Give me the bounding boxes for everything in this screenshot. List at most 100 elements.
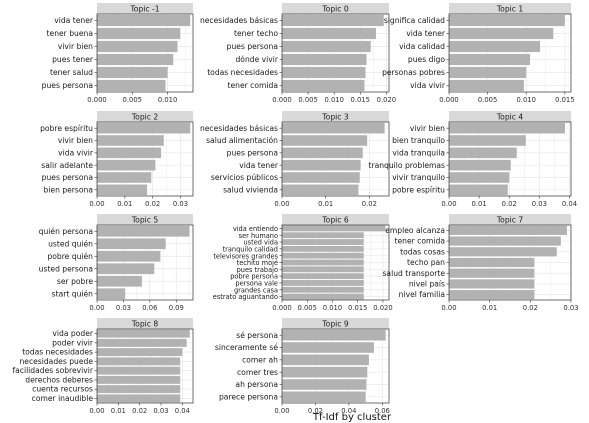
bar: [449, 184, 508, 196]
category-label: pues persona: [42, 173, 93, 182]
facet-strip: [97, 3, 193, 14]
x-tick-label: 0.00: [89, 200, 104, 208]
x-tick-label: 0.02: [132, 407, 147, 415]
bar: [449, 159, 511, 171]
bar: [282, 66, 366, 79]
panel-border: [96, 121, 194, 197]
bar: [282, 239, 364, 245]
category-label: vida tener: [239, 161, 279, 170]
bar: [282, 259, 364, 266]
panel-background: [449, 122, 571, 196]
category-label: vida calidad: [399, 42, 445, 51]
category-label: empleo alcanza: [385, 226, 445, 235]
x-tick-label: 0.005: [123, 96, 142, 104]
bar: [97, 79, 166, 92]
facet-panel: Topic 9 sé persona sinceramente sé comer ah…: [215, 318, 390, 415]
bar: [97, 40, 178, 53]
category-label: vida entiendo: [233, 225, 278, 233]
category-label: vida tener: [406, 29, 446, 38]
facet-strip: [282, 214, 389, 225]
x-tick-label: 0.01: [111, 407, 126, 415]
category-label: techito mojé: [237, 259, 278, 267]
category-label: parece persona: [219, 392, 278, 401]
category-label: tener salud: [50, 68, 93, 77]
facet-title: Topic 6: [321, 215, 349, 224]
category-label: salir adelante: [41, 161, 93, 170]
x-tick-label: 0.03: [563, 304, 578, 312]
facet-strip: [282, 111, 389, 122]
bar: [449, 66, 527, 79]
category-label: vivir bien: [58, 136, 93, 145]
x-tick-label: 0.010: [516, 96, 535, 104]
category-label: estrato aguantando: [213, 293, 278, 301]
category-label: comer tres: [237, 368, 278, 377]
bar: [282, 27, 376, 40]
x-tick-label: 0.015: [351, 96, 370, 104]
x-tick-label: 0.03: [116, 304, 131, 312]
bar: [282, 135, 368, 146]
x-tick-label: 0.00: [89, 304, 104, 312]
x-tick-label: 0.000: [272, 96, 291, 104]
category-label: ser humano: [239, 232, 278, 240]
bar: [97, 275, 142, 287]
bar: [97, 357, 181, 366]
bar: [97, 147, 161, 159]
bar: [282, 159, 361, 171]
x-tick-label: 0.03: [153, 407, 168, 415]
x-tick-label: 0.020: [377, 96, 396, 104]
bar: [282, 172, 360, 183]
panel-border: [281, 224, 390, 301]
category-label: comer inaudible: [32, 394, 94, 403]
category-label: todas cosas: [400, 247, 445, 256]
facet-strip: [97, 111, 193, 122]
x-tick-label: 0.000: [87, 96, 106, 104]
category-label: persona vale: [235, 280, 278, 288]
category-label: tener techo: [234, 29, 278, 38]
category-label: salud vivienda: [223, 185, 278, 194]
category-label: derechos deberes: [25, 375, 93, 384]
category-label: dónde vivir: [235, 55, 278, 64]
facet-title: Topic 9: [321, 319, 349, 328]
category-label: salud alimentación: [206, 136, 278, 145]
x-tick-label: 0.010: [324, 96, 343, 104]
bar: [97, 394, 181, 403]
bar: [449, 147, 517, 159]
bar: [282, 280, 364, 286]
bar: [449, 236, 561, 246]
bar: [449, 279, 535, 289]
panel-border: [281, 121, 390, 197]
category-label: sinceramente sé: [215, 343, 278, 352]
x-tick-label: 0.04: [562, 200, 577, 208]
panel-border: [448, 224, 572, 301]
facet-title: Topic 7: [496, 215, 524, 224]
bar: [97, 348, 183, 357]
facet-strip: [97, 214, 193, 225]
category-label: ah persona: [235, 380, 278, 389]
bar: [282, 366, 368, 378]
bar: [97, 375, 181, 384]
category-label: salud transporte: [382, 269, 445, 278]
category-label: nivel país: [409, 280, 445, 289]
facet-strip: [282, 318, 389, 329]
category-label: tener comida: [395, 237, 445, 246]
facet-panel: Topic 4 vivir bien bien tranquilo vida tran…: [368, 111, 577, 208]
bar: [449, 135, 526, 146]
x-tick-label: 0.00: [274, 200, 289, 208]
x-tick-label: 0.020: [373, 304, 392, 312]
facet-panel: Topic 0 necesidades básicas tener techo pue…: [200, 3, 396, 104]
bar: [449, 27, 554, 40]
category-label: tener comida: [228, 81, 278, 90]
bar: [282, 53, 367, 66]
facet-title: Topic 4: [496, 112, 524, 121]
bar: [97, 238, 166, 250]
x-tick-label: 0.005: [298, 304, 317, 312]
x-tick-label: 0.03: [532, 200, 547, 208]
category-label: techo pan: [407, 258, 445, 267]
x-tick-label: 0.000: [439, 96, 458, 104]
category-label: usted quién: [48, 239, 93, 248]
x-tick-label: 0.00: [441, 200, 456, 208]
category-label: pues digo: [408, 55, 445, 64]
x-tick-label: 0.03: [173, 200, 188, 208]
category-label: vivir bien: [410, 124, 445, 133]
category-label: pues persona: [227, 148, 278, 157]
